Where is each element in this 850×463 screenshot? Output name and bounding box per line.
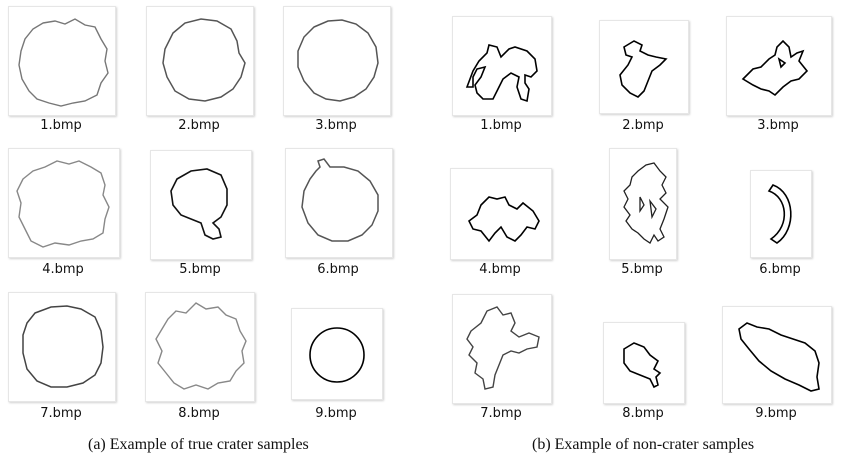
file-name-label: 5.bmp: [621, 262, 663, 277]
file-name-label: 7.bmp: [480, 406, 522, 421]
non-crater-outline-icon: [619, 40, 668, 98]
file-name-label: 3.bmp: [315, 118, 357, 133]
panel-b-caption: (b) Example of non-crater samples: [532, 436, 755, 453]
true-crater-outline-icon: [309, 327, 365, 383]
non-crater-outline-icon: [738, 322, 820, 392]
file-name-label: 4.bmp: [479, 262, 521, 277]
non-crater-outline-icon: [467, 196, 540, 243]
file-name-label: 3.bmp: [757, 118, 799, 133]
file-name-label: 4.bmp: [42, 262, 84, 277]
non-crater-outline-icon: [623, 342, 662, 389]
file-thumbnail-b1[interactable]: [452, 16, 552, 116]
non-crater-outline-icon: [465, 44, 538, 103]
file-thumbnail-a7[interactable]: [8, 292, 116, 402]
file-name-label: 1.bmp: [480, 118, 522, 133]
file-name-label: 8.bmp: [622, 406, 664, 421]
file-thumbnail-b6[interactable]: [750, 170, 812, 258]
file-thumbnail-a9[interactable]: [291, 308, 383, 400]
file-name-label: 1.bmp: [40, 118, 82, 133]
panel-a-caption: (a) Example of true crater samples: [88, 436, 309, 453]
true-crater-outline-icon: [297, 19, 379, 102]
file-thumbnail-a6[interactable]: [285, 148, 393, 258]
non-crater-outline-icon: [466, 306, 540, 390]
true-crater-outline-icon: [22, 305, 104, 388]
non-crater-outline-icon: [767, 184, 792, 244]
file-thumbnail-a4[interactable]: [8, 148, 120, 258]
file-thumbnail-a3[interactable]: [283, 6, 391, 116]
non-crater-outline-icon: [623, 162, 669, 244]
file-thumbnail-a5[interactable]: [150, 150, 252, 260]
file-thumbnail-a1[interactable]: [8, 6, 116, 116]
true-crater-outline-icon: [301, 158, 379, 242]
file-name-label: 6.bmp: [317, 262, 359, 277]
file-thumbnail-a2[interactable]: [146, 6, 254, 116]
file-thumbnail-b2[interactable]: [599, 20, 689, 114]
file-thumbnail-a8[interactable]: [145, 292, 255, 402]
file-thumbnail-b5[interactable]: [609, 148, 677, 260]
file-name-label: 9.bmp: [755, 406, 797, 421]
true-crater-outline-icon: [155, 302, 247, 390]
file-name-label: 5.bmp: [179, 262, 221, 277]
non-crater-outline-icon: [741, 39, 809, 97]
true-crater-outline-icon: [18, 18, 109, 107]
file-thumbnail-b8[interactable]: [603, 322, 685, 404]
file-name-label: 2.bmp: [622, 118, 664, 133]
file-thumbnail-b9[interactable]: [722, 306, 832, 404]
file-name-label: 6.bmp: [759, 262, 801, 277]
file-thumbnail-b4[interactable]: [450, 168, 552, 260]
true-crater-outline-icon: [16, 160, 110, 248]
true-crater-outline-icon: [170, 168, 228, 240]
file-name-label: 7.bmp: [40, 406, 82, 421]
file-thumbnail-b3[interactable]: [726, 16, 832, 116]
file-name-label: 2.bmp: [178, 118, 220, 133]
file-thumbnail-b7[interactable]: [452, 294, 552, 404]
true-crater-outline-icon: [162, 18, 246, 102]
file-name-label: 9.bmp: [315, 406, 357, 421]
file-name-label: 8.bmp: [178, 406, 220, 421]
